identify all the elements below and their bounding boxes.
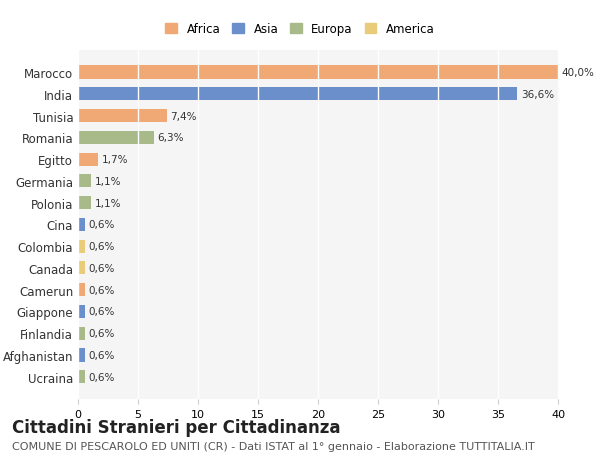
Bar (78, 284, 85, 297)
Bar (78, 305, 85, 318)
Text: 36,6%: 36,6% (521, 90, 554, 100)
Text: 0,6%: 0,6% (89, 263, 115, 274)
Text: COMUNE DI PESCAROLO ED UNITI (CR) - Dati ISTAT al 1° gennaio - Elaborazione TUTT: COMUNE DI PESCAROLO ED UNITI (CR) - Dati… (12, 441, 535, 451)
Text: 0,6%: 0,6% (89, 241, 115, 252)
Text: 0,6%: 0,6% (89, 285, 115, 295)
Bar (78, 240, 85, 253)
Text: 0,6%: 0,6% (89, 220, 115, 230)
Bar (78, 370, 85, 383)
Bar (78, 196, 91, 210)
Bar (78, 218, 85, 231)
Bar (78, 262, 85, 275)
Bar (78, 110, 167, 123)
Text: 0,6%: 0,6% (89, 372, 115, 382)
Text: 6,3%: 6,3% (157, 133, 184, 143)
Text: 0,6%: 0,6% (89, 329, 115, 338)
Text: Cittadini Stranieri per Cittadinanza: Cittadini Stranieri per Cittadinanza (12, 418, 341, 436)
Bar (78, 67, 558, 79)
Bar (78, 88, 517, 101)
Bar (78, 349, 85, 362)
Text: 1,7%: 1,7% (102, 155, 128, 165)
Legend: Africa, Asia, Europa, America: Africa, Asia, Europa, America (162, 20, 438, 39)
Bar (78, 175, 91, 188)
Bar (78, 327, 85, 340)
Text: 7,4%: 7,4% (170, 112, 197, 121)
Text: 0,6%: 0,6% (89, 350, 115, 360)
Text: 1,1%: 1,1% (95, 176, 121, 186)
Bar (78, 132, 154, 145)
Text: 40,0%: 40,0% (562, 68, 595, 78)
Bar (78, 153, 98, 166)
Text: 0,6%: 0,6% (89, 307, 115, 317)
Text: 1,1%: 1,1% (95, 198, 121, 208)
